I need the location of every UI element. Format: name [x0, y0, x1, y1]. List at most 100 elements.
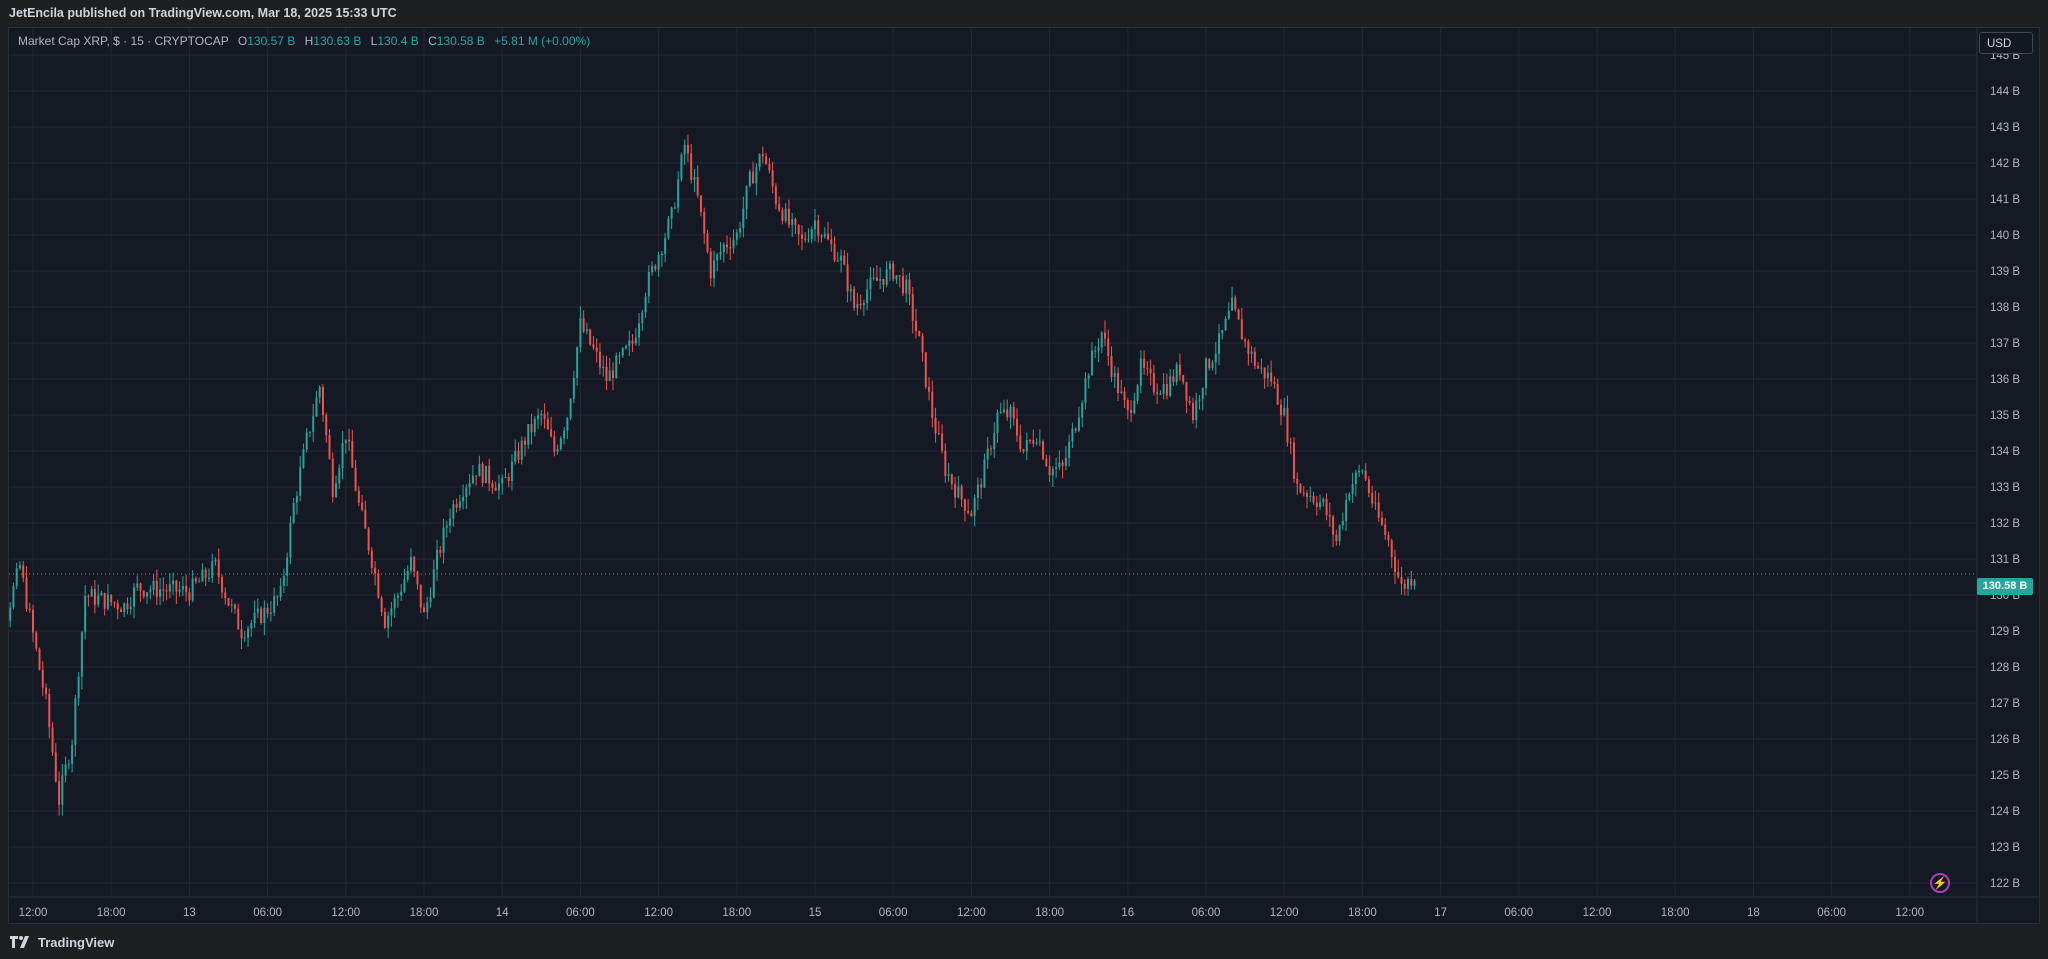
candle-body [853, 288, 856, 308]
candle-body [644, 296, 647, 313]
candle-body [569, 398, 572, 419]
candle-body [1195, 400, 1198, 421]
candle-body [618, 355, 621, 357]
candle-body [1292, 442, 1295, 479]
candle-body [954, 484, 957, 498]
candle-body [859, 303, 862, 306]
brand-name: TradingView [38, 934, 115, 950]
candle-body [817, 220, 820, 236]
candle-body [1009, 406, 1012, 418]
chart-panel[interactable]: 122 B 123 B 124 B 125 B 126 B 127 B 128 B 129 B… [8, 27, 2040, 924]
candle-body [1380, 517, 1383, 525]
candle-body [269, 612, 272, 614]
candle-body [781, 210, 784, 221]
candle-body [1191, 402, 1194, 421]
y-tick-label: 124 B [1990, 806, 2020, 818]
candle-body [230, 604, 233, 606]
candle-body [807, 239, 810, 241]
candle-body [217, 559, 220, 577]
candle-body [901, 276, 904, 294]
candle-body [1263, 367, 1266, 379]
candle-body [87, 595, 90, 597]
candle-body [693, 176, 696, 180]
candle-body [1045, 458, 1048, 467]
candle-body [240, 629, 243, 639]
candle-body [898, 275, 901, 277]
candle-body [338, 468, 341, 484]
candle-body [566, 418, 569, 431]
candle-body [550, 429, 553, 437]
candle-body [970, 512, 973, 517]
x-tick-label: 12:00 [19, 907, 48, 919]
candle-body [722, 244, 725, 252]
candle-body [318, 386, 321, 398]
tradingview-logo[interactable]: TradingView [10, 933, 114, 951]
candle-body [214, 559, 217, 562]
candle-body [302, 449, 305, 468]
candle-body [361, 502, 364, 510]
symbol-legend[interactable]: Market Cap XRP, $ · 15 · CRYPTOCAP O130.… [18, 34, 590, 48]
y-tick-label: 123 B [1990, 842, 2020, 854]
candlestick-chart[interactable]: 122 B 123 B 124 B 125 B 126 B 127 B 128 B 129 B… [9, 28, 2039, 923]
candle-body [93, 588, 96, 605]
candle-body [1384, 524, 1387, 535]
candle-body [950, 474, 953, 485]
candle-body [1286, 407, 1289, 443]
candle-body [423, 607, 425, 613]
candle-body [905, 279, 908, 294]
candle-body [348, 439, 351, 442]
candle-body [732, 239, 735, 249]
candle-body [983, 459, 986, 488]
currency-button[interactable]: USD [1979, 32, 2033, 54]
candle-body [234, 604, 237, 609]
candle-body [1234, 297, 1237, 310]
publish-info: JetEncila published on TradingView.com, … [0, 0, 2048, 27]
candle-body [74, 698, 77, 745]
footer-bar: TradingView [0, 924, 2048, 959]
candle-body [957, 486, 960, 498]
candle-body [393, 597, 396, 609]
candle-body [1361, 470, 1364, 472]
candle-body [165, 590, 168, 592]
candle-body [1035, 442, 1038, 444]
candle-body [452, 504, 455, 519]
candle-body [1169, 376, 1172, 396]
x-tick-label: 06:00 [1192, 907, 1221, 919]
candle-body [396, 595, 399, 598]
candle-body [1413, 580, 1416, 586]
candle-body [1038, 441, 1041, 443]
candle-body [1064, 457, 1067, 467]
candle-body [611, 370, 614, 379]
candle-body [54, 752, 57, 782]
candle-body [335, 483, 338, 497]
candle-body [664, 237, 667, 254]
candle-body [944, 450, 947, 476]
candle-body [703, 211, 706, 234]
candle-body [168, 584, 171, 592]
candle-body [576, 347, 579, 379]
x-tick-label: 15 [809, 907, 822, 919]
candle-body [1172, 376, 1175, 382]
candles [9, 134, 1416, 816]
candle-body [462, 496, 465, 502]
candle-body [383, 611, 386, 628]
candle-body [1390, 540, 1393, 557]
candle-body [289, 522, 292, 558]
candle-body [823, 233, 826, 237]
candle-body [849, 288, 852, 292]
candle-body [739, 227, 742, 233]
candle-body [866, 289, 869, 304]
candle-body [220, 576, 223, 593]
lightning-icon[interactable]: ⚡ [1930, 873, 1950, 893]
candle-body [895, 275, 898, 280]
candle-body [719, 251, 722, 255]
tradingview-logo-icon [10, 936, 29, 948]
candle-body [1211, 362, 1214, 369]
candle-body [468, 483, 471, 488]
candle-body [683, 144, 686, 155]
candle-body [1237, 309, 1240, 320]
candle-body [820, 235, 823, 237]
y-tick-label: 131 B [1990, 554, 2020, 566]
candle-body [625, 346, 628, 349]
candle-body [439, 549, 442, 553]
